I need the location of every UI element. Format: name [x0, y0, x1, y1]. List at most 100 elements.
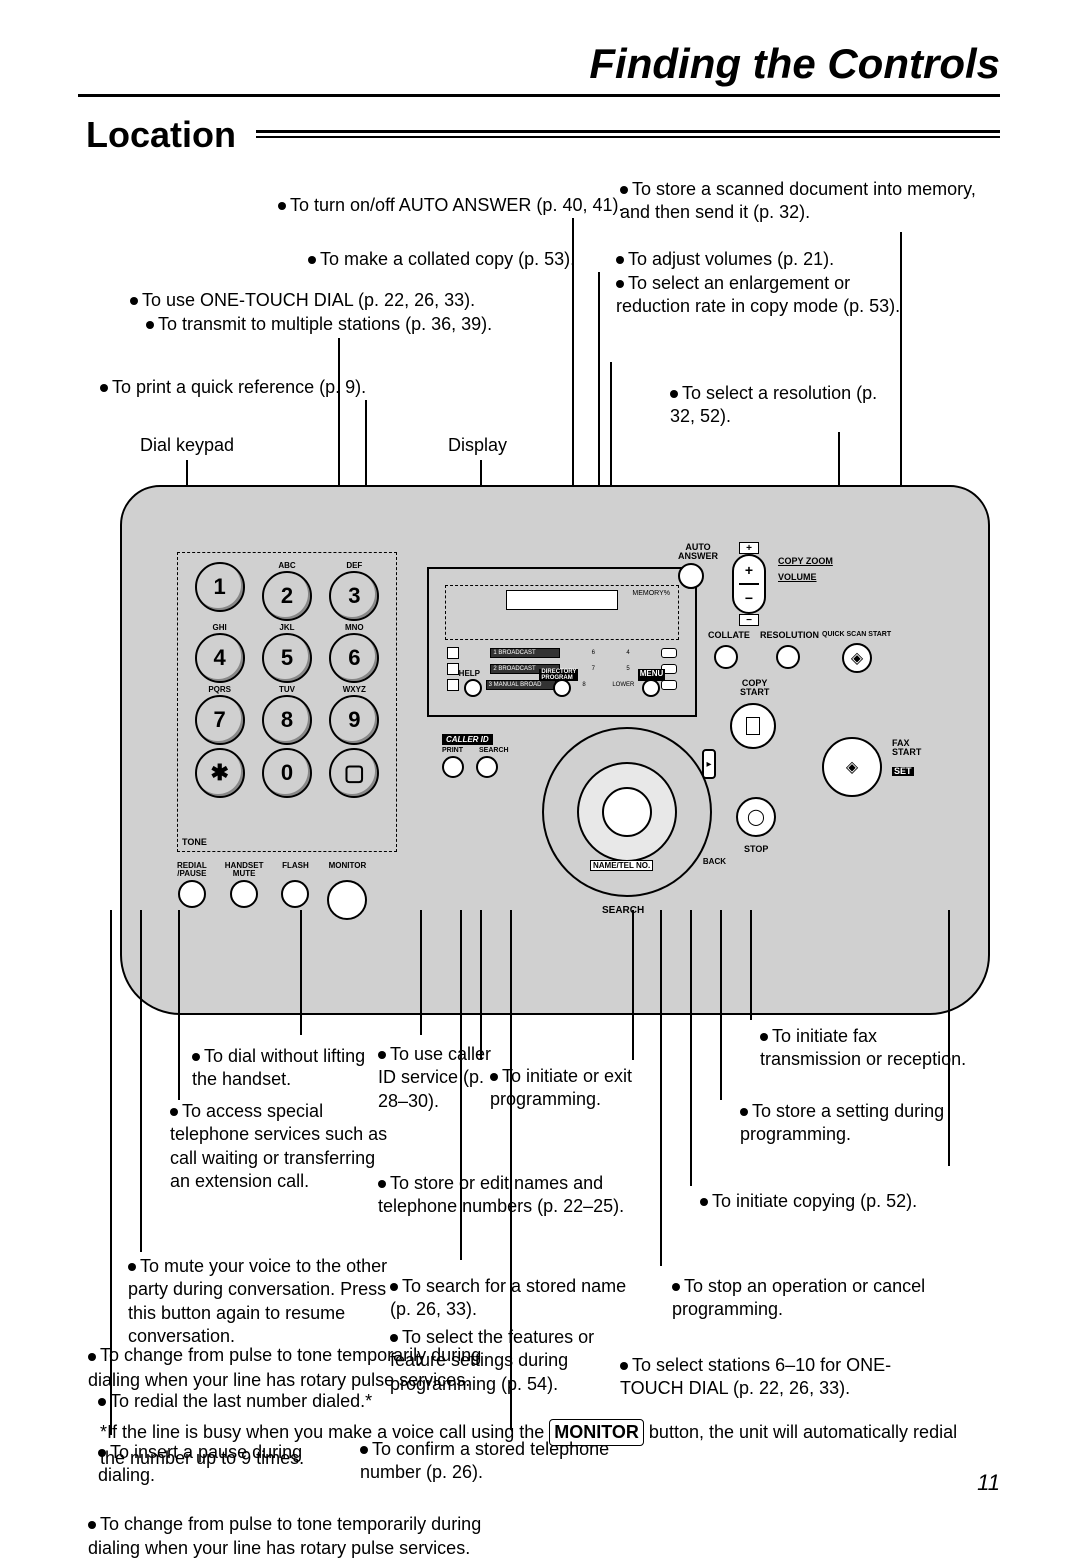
- footnote-pulse: To change from pulse to tone temporarily…: [88, 1512, 508, 1561]
- t1: *If the line is busy when you make a voi…: [100, 1422, 549, 1442]
- callout-stop: To stop an operation or cancel programmi…: [672, 1275, 932, 1322]
- text: To mute your voice to the other party du…: [128, 1256, 387, 1346]
- print-button[interactable]: [442, 756, 464, 778]
- l: GHI: [213, 623, 227, 632]
- redial-button[interactable]: [178, 880, 206, 908]
- callout-search-stored: To search for a stored name (p. 26, 33).: [390, 1275, 650, 1322]
- search-button[interactable]: [476, 756, 498, 778]
- text: To select stations 6–10 for ONE-TOUCH DI…: [620, 1355, 891, 1398]
- l: REDIAL /PAUSE: [177, 862, 207, 878]
- display-area: MEMORY% 1 BROADCAST64 2 BROADCAST75 3 MA…: [427, 567, 697, 717]
- resolution-button[interactable]: [776, 645, 800, 669]
- callout-redial: To redial the last number dialed.*: [98, 1390, 378, 1413]
- r[interactable]: [661, 648, 677, 658]
- fax-start-button[interactable]: ◈: [822, 737, 882, 797]
- collate-button[interactable]: [714, 645, 738, 669]
- key-5[interactable]: 5: [262, 633, 312, 683]
- callout-store-setting: To store a setting during programming.: [740, 1100, 950, 1147]
- mute-button[interactable]: [230, 880, 258, 908]
- key-hash[interactable]: ▢: [329, 748, 379, 798]
- key-star[interactable]: ✱: [195, 748, 245, 798]
- l: ABC: [278, 561, 295, 570]
- set-label: SET: [892, 767, 914, 776]
- text: To select a resolution (p. 32, 52).: [670, 383, 877, 426]
- l: TUV: [279, 685, 295, 694]
- key-7[interactable]: 7: [195, 695, 245, 745]
- text: To print a quick reference (p. 9).: [112, 377, 366, 397]
- copy-start-button[interactable]: [730, 703, 776, 749]
- key-1[interactable]: 1: [195, 562, 245, 612]
- volume-button[interactable]: + −: [732, 554, 766, 614]
- monitor-box: MONITOR: [549, 1419, 644, 1445]
- lcd: MEMORY%: [445, 585, 679, 640]
- l: MNO: [345, 623, 364, 632]
- l: SEARCH: [479, 747, 509, 754]
- l: HELP: [459, 669, 480, 681]
- callout-multiple: To transmit to multiple stations (p. 36,…: [146, 313, 492, 336]
- key-9[interactable]: 9: [329, 695, 379, 745]
- text: To use ONE-TOUCH DIAL (p. 22, 26, 33).: [142, 290, 475, 310]
- key-3[interactable]: 3: [329, 571, 379, 621]
- flash-button[interactable]: [281, 880, 309, 908]
- text: To stop an operation or cancel programmi…: [672, 1276, 925, 1319]
- mem-label: MEMORY%: [632, 590, 670, 597]
- l: 1 BROADCAST: [490, 648, 560, 658]
- key-6[interactable]: 6: [329, 633, 379, 683]
- callout-enlarge: To select an enlargement or reduction ra…: [616, 272, 916, 319]
- l: PQRS: [208, 685, 231, 694]
- auto-answer-button[interactable]: [678, 563, 704, 589]
- double-line: [256, 130, 1000, 138]
- text: To use caller ID service (p. 28–30).: [378, 1044, 491, 1111]
- l: MENU: [638, 669, 666, 681]
- resolution-label: RESOLUTION: [760, 631, 819, 640]
- volume-cluster: + + − −: [732, 542, 766, 626]
- l: MONITOR: [329, 862, 367, 878]
- key-0[interactable]: 0: [262, 748, 312, 798]
- callout-resolution: To select a resolution (p. 32, 52).: [670, 382, 890, 429]
- text: To adjust volumes (p. 21).: [628, 249, 834, 269]
- callout-copying: To initiate copying (p. 52).: [700, 1190, 930, 1213]
- callout-dial-without: To dial without lifting the handset.: [192, 1045, 392, 1092]
- callerid-header: CALLER ID: [442, 734, 493, 745]
- callout-store-scanned: To store a scanned document into memory,…: [620, 178, 980, 225]
- l: HANDSET MUTE: [225, 862, 264, 878]
- text: To turn on/off AUTO ANSWER (p. 40, 41).: [290, 195, 623, 215]
- arrow-right-button[interactable]: ▸: [702, 749, 716, 779]
- copy-zoom-label: COPY ZOOM: [778, 557, 833, 566]
- callout-mute: To mute your voice to the other party du…: [128, 1255, 398, 1349]
- copy-start-label: COPY START: [740, 679, 769, 697]
- label-display: Display: [448, 434, 507, 457]
- bc-btn-1[interactable]: [447, 647, 459, 659]
- lcd-screen: [506, 590, 618, 610]
- section-header: Location: [86, 114, 236, 156]
- directory-button[interactable]: [553, 679, 571, 697]
- title-underline: [78, 94, 1000, 97]
- quick-scan-button[interactable]: ◈: [842, 643, 872, 673]
- text: To initiate copying (p. 52).: [712, 1191, 917, 1211]
- key-4[interactable]: 4: [195, 633, 245, 683]
- dial-keypad: 1 ABC2 DEF3 GHI4 JKL5 MNO6 PQRS7 TUV8 WX…: [177, 552, 397, 852]
- text: To redial the last number dialed.*: [110, 1391, 372, 1411]
- text: To dial without lifting the handset.: [192, 1046, 365, 1089]
- monitor-button[interactable]: [327, 880, 367, 920]
- jog-wheel[interactable]: NAME/TEL NO. BACK: [542, 727, 712, 897]
- menu-button[interactable]: [642, 679, 660, 697]
- key-8[interactable]: 8: [262, 695, 312, 745]
- collate-label: COLLATE: [708, 631, 750, 640]
- stop-button[interactable]: ◯: [736, 797, 776, 837]
- callout-initiate-fax: To initiate fax transmission or receptio…: [760, 1025, 980, 1072]
- minus-icon: −: [739, 614, 759, 626]
- l: WXYZ: [343, 685, 366, 694]
- key-2[interactable]: 2: [262, 571, 312, 621]
- page-title: Finding the Controls: [589, 40, 1000, 88]
- device-panel: 1 ABC2 DEF3 GHI4 JKL5 MNO6 PQRS7 TUV8 WX…: [120, 485, 990, 1015]
- callout-initiate-prog: To initiate or exit programming.: [490, 1065, 650, 1112]
- l: JKL: [279, 623, 294, 632]
- back-label: BACK: [703, 857, 726, 866]
- tone-label: TONE: [182, 837, 207, 847]
- help-button[interactable]: [464, 679, 482, 697]
- callout-onetouch: To use ONE-TOUCH DIAL (p. 22, 26, 33).: [130, 289, 475, 312]
- sub-button-row: REDIAL /PAUSE HANDSET MUTE FLASH MONITOR: [177, 862, 367, 920]
- l: DEF: [346, 561, 362, 570]
- text: To store a scanned document into memory,…: [620, 179, 976, 222]
